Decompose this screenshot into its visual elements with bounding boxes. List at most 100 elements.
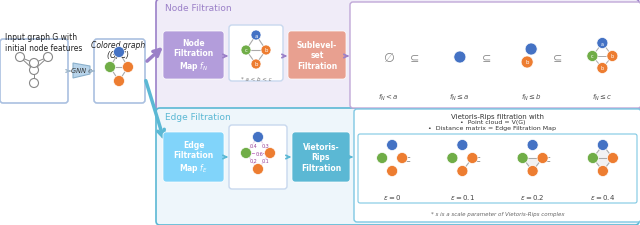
Text: Colored graph
(G, C): Colored graph (G, C) [91, 41, 145, 60]
Circle shape [387, 166, 397, 177]
Text: $\varepsilon = 0.2$: $\varepsilon = 0.2$ [520, 192, 545, 201]
Polygon shape [73, 64, 90, 79]
Circle shape [251, 60, 261, 70]
Circle shape [122, 62, 134, 73]
Circle shape [597, 38, 608, 49]
Circle shape [253, 132, 264, 143]
Text: b: b [264, 48, 268, 53]
Text: a: a [601, 41, 604, 46]
Circle shape [597, 166, 609, 177]
Text: $f_N \leq c$: $f_N \leq c$ [592, 92, 612, 103]
Text: $\subseteq$: $\subseteq$ [408, 52, 420, 63]
Text: $\subseteq$: $\subseteq$ [479, 52, 491, 63]
Text: * a < b < c: * a < b < c [241, 77, 271, 82]
Circle shape [527, 140, 538, 151]
Text: b: b [601, 66, 604, 71]
Text: Input graph G with
initial node features: Input graph G with initial node features [5, 33, 83, 52]
FancyBboxPatch shape [350, 3, 640, 108]
Text: Sublevel-
set
Filtration: Sublevel- set Filtration [297, 41, 337, 71]
FancyArrowPatch shape [146, 81, 164, 137]
Text: GNN c: GNN c [70, 68, 92, 74]
Text: •  Point cloud = V(G): • Point cloud = V(G) [460, 119, 525, 124]
Circle shape [527, 166, 538, 177]
Text: Edge
Filtration
Map $f_E$: Edge Filtration Map $f_E$ [173, 140, 214, 174]
Text: 0.2: 0.2 [249, 159, 257, 164]
Text: b: b [611, 54, 614, 59]
Circle shape [521, 57, 533, 69]
Circle shape [537, 153, 548, 164]
Circle shape [264, 148, 275, 159]
Circle shape [467, 153, 478, 164]
Circle shape [44, 53, 52, 62]
Polygon shape [593, 145, 613, 158]
FancyBboxPatch shape [288, 32, 346, 80]
Circle shape [597, 140, 609, 151]
Text: b: b [254, 62, 258, 67]
Text: $f_N \leq b$: $f_N \leq b$ [520, 92, 541, 103]
Text: $\subset$: $\subset$ [541, 153, 552, 163]
Text: Node
Filtration
Map $f_N$: Node Filtration Map $f_N$ [173, 39, 214, 73]
FancyBboxPatch shape [292, 132, 350, 182]
Circle shape [261, 46, 271, 56]
Text: Node Filtration: Node Filtration [165, 4, 232, 13]
Circle shape [387, 140, 397, 151]
Text: $f_N \leq a$: $f_N \leq a$ [449, 92, 470, 103]
Text: c: c [591, 54, 594, 59]
Circle shape [29, 59, 38, 68]
Text: $f_N < a$: $f_N < a$ [378, 92, 399, 103]
Text: Vietoris-Rips filtration with: Vietoris-Rips filtration with [451, 113, 544, 119]
Circle shape [597, 63, 608, 74]
FancyBboxPatch shape [94, 40, 145, 104]
Circle shape [447, 153, 458, 164]
FancyBboxPatch shape [0, 40, 68, 104]
Circle shape [253, 164, 264, 175]
FancyArrowPatch shape [147, 50, 160, 62]
Circle shape [525, 44, 537, 56]
FancyBboxPatch shape [163, 32, 224, 80]
Polygon shape [593, 158, 613, 171]
Text: $\subseteq$: $\subseteq$ [550, 52, 562, 63]
Text: 0.1: 0.1 [261, 159, 269, 164]
Text: $\subset$: $\subset$ [401, 153, 412, 163]
FancyBboxPatch shape [156, 108, 639, 225]
FancyBboxPatch shape [156, 0, 639, 113]
Text: •  Distance matrix = Edge Filtration Map: • Distance matrix = Edge Filtration Map [429, 126, 557, 130]
Circle shape [517, 153, 528, 164]
Text: 0.6: 0.6 [255, 151, 263, 156]
Text: $\varepsilon = 0$: $\varepsilon = 0$ [383, 192, 401, 201]
Circle shape [241, 46, 251, 56]
Text: $\varepsilon = 0.4$: $\varepsilon = 0.4$ [590, 192, 616, 201]
Circle shape [376, 153, 388, 164]
Circle shape [607, 51, 618, 62]
Text: a: a [254, 33, 258, 38]
Circle shape [29, 66, 38, 75]
Text: 0.3: 0.3 [261, 143, 269, 148]
Text: Edge Filtration: Edge Filtration [165, 112, 231, 122]
Circle shape [251, 31, 261, 41]
Circle shape [241, 148, 252, 159]
Circle shape [397, 153, 408, 164]
Circle shape [454, 52, 466, 64]
Circle shape [113, 47, 125, 58]
Text: b: b [525, 60, 529, 65]
Circle shape [113, 76, 125, 87]
Circle shape [607, 153, 618, 164]
Text: $\emptyset$: $\emptyset$ [383, 51, 395, 65]
FancyBboxPatch shape [229, 126, 287, 189]
Text: c: c [244, 48, 248, 53]
FancyBboxPatch shape [358, 134, 637, 203]
FancyBboxPatch shape [354, 110, 640, 222]
Text: * s is a scale parameter of Vietoris-Rips complex: * s is a scale parameter of Vietoris-Rip… [431, 211, 564, 216]
Circle shape [104, 62, 115, 73]
Circle shape [587, 51, 598, 62]
Polygon shape [523, 158, 543, 171]
FancyBboxPatch shape [163, 132, 224, 182]
Circle shape [15, 53, 24, 62]
Circle shape [457, 166, 468, 177]
Text: 0.4: 0.4 [249, 143, 257, 148]
Circle shape [588, 153, 598, 164]
Text: $\varepsilon = 0.1$: $\varepsilon = 0.1$ [450, 192, 475, 201]
Text: $\subset$: $\subset$ [471, 153, 482, 163]
Circle shape [457, 140, 468, 151]
Circle shape [29, 79, 38, 88]
